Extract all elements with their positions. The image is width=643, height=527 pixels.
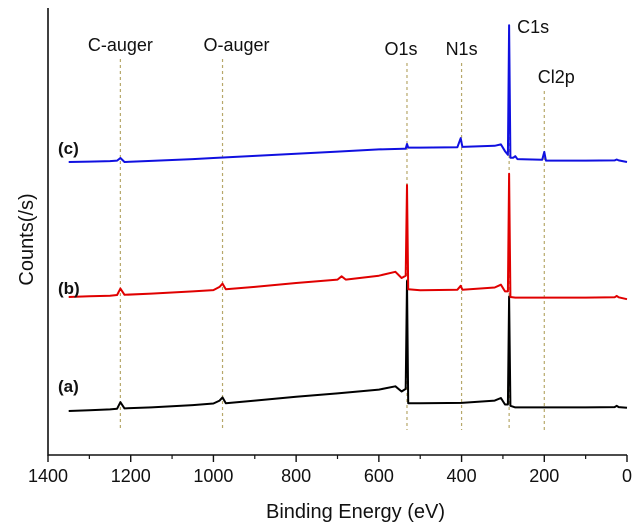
series-line-c <box>68 24 628 163</box>
series-tag-c: (c) <box>58 139 79 158</box>
peak-label: O1s <box>384 39 417 59</box>
x-tick-label: 600 <box>364 466 394 486</box>
peak-label: C-auger <box>88 35 153 55</box>
x-tick-label: 1000 <box>193 466 233 486</box>
peak-label: C1s <box>517 17 549 37</box>
series-line-a <box>68 280 628 412</box>
peak-label: O-auger <box>204 35 270 55</box>
y-axis-title: Counts(/s) <box>16 193 38 285</box>
x-tick-label: 1400 <box>28 466 68 486</box>
x-tick-label: 0 <box>622 466 632 486</box>
series-tag-a: (a) <box>58 377 79 396</box>
peak-label: N1s <box>446 39 478 59</box>
x-tick-label: 200 <box>529 466 559 486</box>
x-tick-label: 800 <box>281 466 311 486</box>
x-tick-label: 400 <box>447 466 477 486</box>
peak-label: Cl2p <box>538 67 575 87</box>
series-tag-b: (b) <box>58 279 80 298</box>
series-line-b <box>68 172 628 301</box>
x-axis-title: Binding Energy (eV) <box>266 501 445 523</box>
x-tick-label: 1200 <box>111 466 151 486</box>
